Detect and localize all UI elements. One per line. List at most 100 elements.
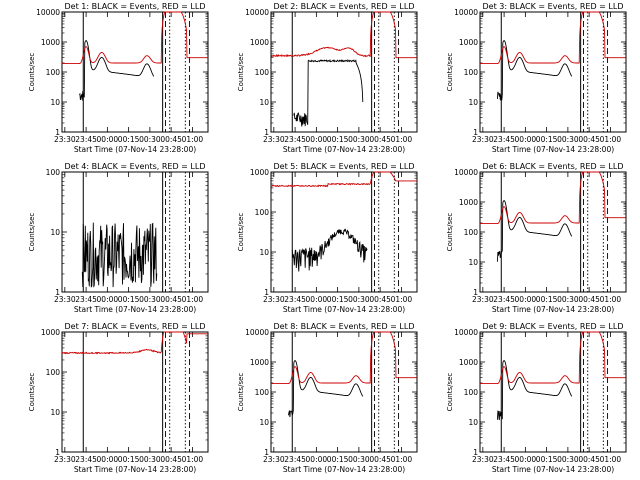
x-tick-label: 01:00 [182, 295, 204, 304]
detector-chart-7: Det 7: BLACK = Events, RED = LLD Counts/s… [28, 322, 209, 474]
x-tick-label: 01:00 [600, 295, 622, 304]
x-tick-label: 00:45 [160, 455, 182, 464]
events-series-line [291, 228, 368, 272]
y-tick-label: 10 [50, 98, 60, 107]
events-series-line [496, 40, 573, 101]
y-tick-label: 10 [468, 98, 478, 107]
y-tick-label: 10 [468, 418, 478, 427]
y-tick-label: 1 [264, 448, 269, 457]
x-tick-label: 01:00 [391, 135, 413, 144]
events-series-line [287, 360, 364, 418]
plot-frame [61, 331, 209, 453]
x-tick-label: 00:15 [536, 135, 558, 144]
x-tick-label: 00:30 [139, 295, 161, 304]
y-axis-label: Counts/sec [237, 213, 245, 252]
x-tick-label: 00:00 [97, 455, 119, 464]
lld-series-line [270, 171, 417, 188]
y-axis-label: Counts/sec [28, 373, 36, 412]
y-axis-label: Counts/sec [237, 53, 245, 92]
lld-series-line [480, 331, 626, 385]
x-axis-label: Start Time (07-Nov-14 23:28:00) [492, 305, 614, 314]
y-tick-label: 100 [255, 208, 270, 217]
x-tick-label: 00:00 [515, 135, 537, 144]
x-tick-label: 00:00 [515, 455, 537, 464]
lld-series-line [62, 11, 208, 65]
y-tick-label: 10 [259, 248, 269, 257]
y-axis-label: Counts/sec [28, 53, 36, 92]
chart-title: Det 8: BLACK = Events, RED = LLD [274, 322, 415, 331]
x-tick-label: 00:15 [536, 295, 558, 304]
events-series-line [293, 58, 364, 127]
events-series-line [496, 360, 573, 421]
x-axis-label: Start Time (07-Nov-14 23:28:00) [74, 145, 196, 154]
x-tick-label: 23:45 [75, 455, 97, 464]
y-tick-label: 100 [46, 68, 61, 77]
x-tick-label: 23:30 [263, 295, 285, 304]
y-tick-label: 100 [255, 388, 270, 397]
x-tick-label: 23:30 [472, 135, 494, 144]
x-tick-label: 00:00 [306, 135, 328, 144]
lld-series-line [271, 331, 417, 385]
y-tick-label: 10000 [454, 328, 478, 337]
x-tick-label: 00:00 [97, 135, 119, 144]
x-tick-label: 00:15 [536, 455, 558, 464]
x-tick-label: 00:45 [578, 135, 600, 144]
x-tick-label: 00:00 [306, 455, 328, 464]
x-tick-label: 23:45 [284, 455, 306, 464]
plot-frame [270, 171, 418, 293]
y-tick-label: 1000 [459, 358, 478, 367]
chart-title: Det 9: BLACK = Events, RED = LLD [483, 322, 624, 331]
events-series-line [81, 222, 158, 288]
y-tick-label: 10 [259, 98, 269, 107]
y-tick-label: 1000 [250, 168, 269, 177]
chart-title: Det 7: BLACK = Events, RED = LLD [65, 322, 206, 331]
chart-title: Det 5: BLACK = Events, RED = LLD [274, 162, 415, 171]
x-tick-label: 01:00 [182, 135, 204, 144]
x-tick-label: 23:45 [284, 135, 306, 144]
y-tick-label: 1000 [459, 198, 478, 207]
x-tick-label: 23:45 [75, 135, 97, 144]
detector-chart-1: Det 1: BLACK = Events, RED = LLD Counts/s… [28, 2, 209, 154]
x-tick-label: 23:30 [472, 295, 494, 304]
x-axis-label: Start Time (07-Nov-14 23:28:00) [283, 145, 405, 154]
events-series-line [79, 40, 155, 101]
y-tick-label: 1 [55, 288, 60, 297]
x-tick-label: 00:00 [515, 295, 537, 304]
x-tick-label: 01:00 [182, 455, 204, 464]
x-tick-label: 00:15 [118, 135, 140, 144]
x-tick-label: 23:30 [263, 135, 285, 144]
x-tick-label: 00:30 [348, 295, 370, 304]
x-tick-label: 00:00 [97, 295, 119, 304]
y-tick-label: 100 [464, 68, 479, 77]
y-tick-label: 10000 [454, 8, 478, 17]
x-tick-label: 23:30 [54, 455, 76, 464]
x-tick-label: 01:00 [391, 295, 413, 304]
detector-chart-5: Det 5: BLACK = Events, RED = LLD Counts/s… [237, 162, 418, 314]
y-tick-label: 1 [473, 128, 478, 137]
x-axis-label: Start Time (07-Nov-14 23:28:00) [492, 465, 614, 474]
detector-chart-2: Det 2: BLACK = Events, RED = LLD Counts/s… [237, 2, 418, 154]
x-tick-label: 01:00 [600, 135, 622, 144]
lld-series-line [270, 11, 417, 59]
detector-chart-9: Det 9: BLACK = Events, RED = LLD Counts/s… [446, 322, 627, 474]
lld-series-line [480, 171, 626, 225]
y-tick-label: 10000 [36, 8, 60, 17]
x-axis-label: Start Time (07-Nov-14 23:28:00) [492, 145, 614, 154]
y-axis-label: Counts/sec [446, 213, 454, 252]
x-tick-label: 23:30 [54, 295, 76, 304]
detector-chart-8: Det 8: BLACK = Events, RED = LLD Counts/s… [237, 322, 418, 474]
chart-title: Det 3: BLACK = Events, RED = LLD [483, 2, 624, 11]
y-tick-label: 10 [259, 418, 269, 427]
lld-series-line [480, 11, 626, 65]
y-tick-label: 1 [473, 288, 478, 297]
x-tick-label: 23:45 [493, 135, 515, 144]
x-tick-label: 00:15 [118, 295, 140, 304]
y-tick-label: 1000 [250, 358, 269, 367]
x-tick-label: 01:00 [600, 455, 622, 464]
y-tick-label: 10 [50, 408, 60, 417]
x-tick-label: 00:30 [139, 135, 161, 144]
detector-chart-4: Det 4: BLACK = Events, RED = LLD Counts/s… [28, 162, 209, 314]
x-tick-label: 00:45 [160, 295, 182, 304]
detector-chart-3: Det 3: BLACK = Events, RED = LLD Counts/s… [446, 2, 627, 154]
y-tick-label: 10000 [245, 328, 269, 337]
